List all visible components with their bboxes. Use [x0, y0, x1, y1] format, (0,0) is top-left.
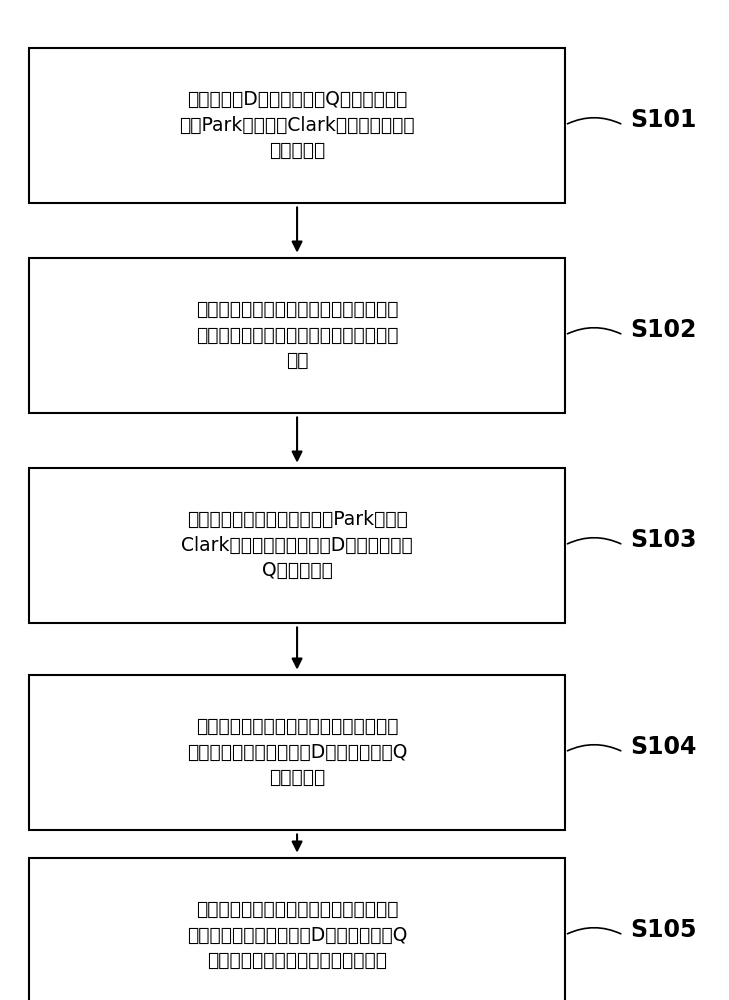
Text: 对获取到的D轴需求电流和Q轴需求电流进
行反Park变换和反Clark变换，得到电机
的三相电流: 对获取到的D轴需求电流和Q轴需求电流进 行反Park变换和反Clark变换，得到… [179, 90, 415, 160]
FancyBboxPatch shape [29, 857, 565, 1000]
Text: 当所述三相电流超过预设三相电流阈值时
，修正所述三相电流，得到修正后的三相
电流: 当所述三相电流超过预设三相电流阈值时 ，修正所述三相电流，得到修正后的三相 电流 [196, 300, 398, 370]
FancyBboxPatch shape [29, 468, 565, 622]
Text: S104: S104 [631, 735, 697, 759]
Text: 当所述电机的转速绝对值大于预设转速阈
值时，根据公式重新获取D轴需求电流和Q
轴需求电流，重复执行上述所有步骤: 当所述电机的转速绝对值大于预设转速阈 值时，根据公式重新获取D轴需求电流和Q 轴… [187, 900, 408, 970]
Text: 当所述电机的转速绝对值小于预设转速阈
值时，输出所述修正后的D轴需求电流和Q
轴需求电流: 当所述电机的转速绝对值小于预设转速阈 值时，输出所述修正后的D轴需求电流和Q 轴… [187, 717, 408, 787]
FancyBboxPatch shape [29, 47, 565, 202]
Text: S101: S101 [631, 108, 697, 132]
Text: 对所述修正后的三相电流进行Park变换和
Clark变换，得到修正后的D轴需求电流和
Q轴需求电流: 对所述修正后的三相电流进行Park变换和 Clark变换，得到修正后的D轴需求电… [182, 510, 413, 580]
Text: S103: S103 [631, 528, 697, 552]
FancyBboxPatch shape [29, 257, 565, 412]
Text: S105: S105 [631, 918, 697, 942]
FancyBboxPatch shape [29, 674, 565, 830]
Text: S102: S102 [631, 318, 697, 342]
